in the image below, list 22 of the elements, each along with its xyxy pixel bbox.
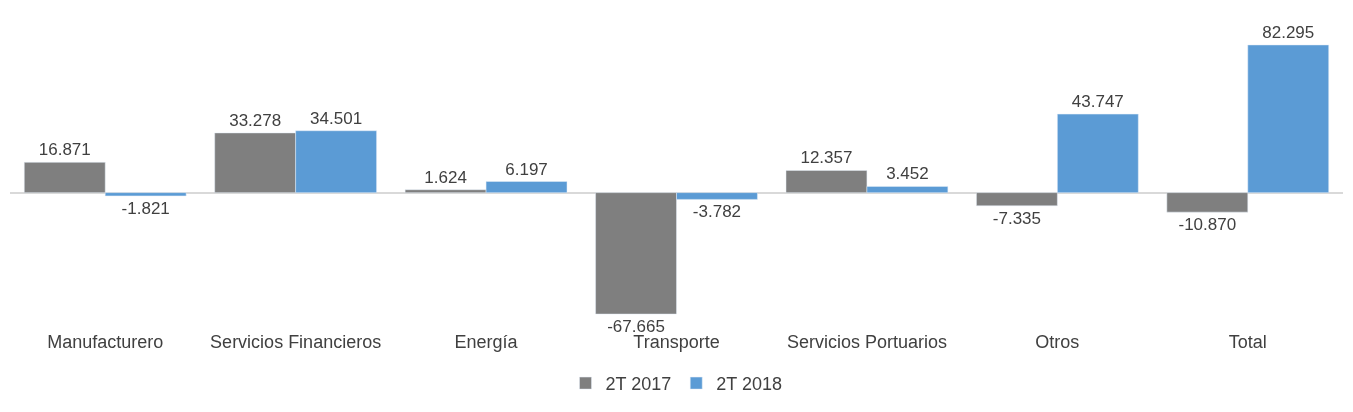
- x-tick-label: Servicios Financieros: [210, 332, 382, 352]
- legend-label: 2T 2018: [716, 374, 782, 395]
- x-tick-label: Otros: [1035, 332, 1080, 352]
- data-label: 33.278: [229, 110, 282, 130]
- data-label: 34.501: [310, 108, 363, 128]
- data-label: -10.870: [1178, 215, 1237, 235]
- data-label: -1.821: [121, 198, 170, 218]
- x-tick-label: Manufacturero: [47, 332, 164, 352]
- data-label: -7.335: [992, 208, 1041, 228]
- data-label: 1.624: [424, 167, 467, 187]
- data-label: 6.197: [505, 159, 548, 179]
- data-label: 82.295: [1262, 22, 1315, 42]
- x-tick-label: Total: [1228, 332, 1267, 352]
- data-label: -3.782: [692, 202, 742, 222]
- data-label: 12.357: [800, 148, 853, 168]
- x-tick-label: Transporte: [633, 332, 720, 352]
- data-label: 3.452: [886, 164, 929, 184]
- legend-label: 2T 2017: [605, 374, 672, 395]
- data-label: 16.871: [38, 140, 91, 160]
- x-tick-label: Servicios Portuarios: [786, 332, 947, 352]
- x-tick-label: Energía: [454, 332, 519, 352]
- data-label: 43.747: [1071, 92, 1124, 112]
